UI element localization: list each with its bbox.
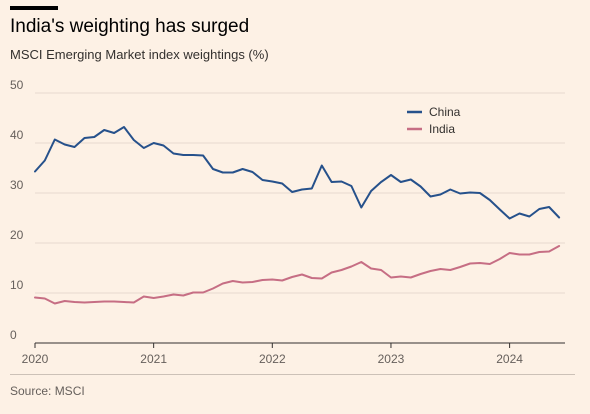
legend-label-china: China xyxy=(429,105,461,119)
y-axis-tick-labels: 0 10 20 30 40 50 xyxy=(10,78,24,342)
legend: China India xyxy=(407,105,461,136)
y-tick-label: 30 xyxy=(10,178,24,192)
y-tick-label: 10 xyxy=(10,278,24,292)
series-lines xyxy=(34,126,561,305)
x-tick-label: 2021 xyxy=(140,352,167,366)
y-tick-label: 0 xyxy=(10,328,17,342)
x-tick-label: 2024 xyxy=(496,352,523,366)
legend-label-india: India xyxy=(429,122,455,136)
x-tick-label: 2020 xyxy=(22,352,49,366)
chart-subtitle: MSCI Emerging Market index weightings (%… xyxy=(10,47,269,62)
x-axis: 2020 2021 2022 2023 2024 xyxy=(22,342,565,366)
chart-title: India's weighting has surged xyxy=(10,16,250,37)
title-accent-bar xyxy=(10,6,58,10)
x-tick-label: 2023 xyxy=(378,352,405,366)
y-tick-label: 40 xyxy=(10,128,24,142)
footer-divider xyxy=(10,374,575,375)
line-chart: 0 10 20 30 40 50 2020 2021 2022 2023 2024 China In… xyxy=(10,78,565,366)
series-line-india xyxy=(34,245,561,305)
series-line-china xyxy=(34,126,561,220)
y-tick-label: 20 xyxy=(10,228,24,242)
x-tick-label: 2022 xyxy=(259,352,286,366)
y-tick-label: 50 xyxy=(10,78,24,92)
source-note: Source: MSCI xyxy=(10,384,85,398)
